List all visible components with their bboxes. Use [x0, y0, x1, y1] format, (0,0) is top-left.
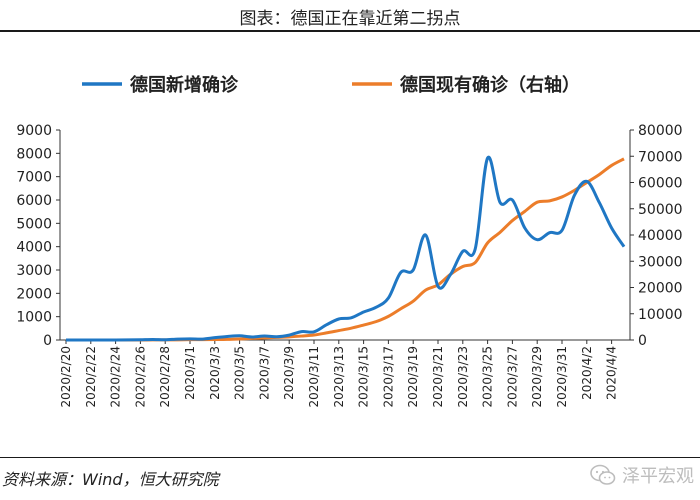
x-tick-label: 2020/3/25: [481, 346, 495, 408]
y-left-tick-label: 2000: [16, 286, 52, 302]
y-left-tick-label: 8000: [16, 146, 52, 162]
x-tick-label: 2020/2/26: [133, 346, 147, 408]
x-tick-label: 2020/4/4: [605, 346, 619, 400]
chart-legend: 德国新增确诊 德国现有确诊（右轴）: [82, 74, 580, 96]
x-tick-label: 2020/3/11: [307, 346, 321, 408]
x-tick-label: 2020/2/24: [109, 346, 123, 408]
watermark-text: 泽平宏观: [622, 466, 694, 487]
y-left-tick-label: 9000: [16, 123, 52, 139]
x-tick-label: 2020/3/27: [505, 346, 519, 408]
legend-label-active-cases: 德国现有确诊（右轴）: [400, 74, 580, 96]
y-left-tick-label: 1000: [16, 310, 52, 326]
x-tick-label: 2020/3/3: [208, 346, 222, 400]
y-left-tick-label: 4000: [16, 240, 52, 256]
wechat-icon: [590, 464, 616, 485]
footer-divider: [0, 457, 700, 458]
x-tick-label: 2020/3/15: [357, 346, 371, 408]
title-divider: [0, 30, 700, 32]
y-right-tick-label: 20000: [638, 281, 683, 297]
y-left-tick-label: 6000: [16, 193, 52, 209]
y-left-tick-label: 0: [43, 333, 52, 349]
y-right-tick-label: 60000: [638, 176, 683, 192]
x-tick-label: 2020/3/31: [555, 346, 569, 408]
series-line-new-cases: [66, 155, 626, 342]
x-tick-label: 2020/3/19: [406, 346, 420, 408]
watermark: 泽平宏观: [590, 462, 694, 488]
chart-series: [66, 155, 626, 342]
x-tick-label: 2020/3/23: [456, 346, 470, 408]
x-tick-label: 2020/3/29: [530, 346, 544, 408]
x-tick-label: 2020/3/5: [233, 346, 247, 400]
y-left-tick-label: 5000: [16, 216, 52, 232]
x-tick-label: 2020/3/7: [257, 346, 271, 400]
x-tick-label: 2020/2/22: [84, 346, 98, 408]
y-left-tick-label: 3000: [16, 263, 52, 279]
x-tick-label: 2020/4/2: [580, 346, 594, 400]
y-right-tick-label: 50000: [638, 202, 683, 218]
x-tick-label: 2020/2/20: [59, 346, 73, 408]
y-right-tick-label: 40000: [638, 228, 683, 244]
y-right-tick-label: 10000: [638, 307, 683, 323]
y-right-tick-label: 80000: [638, 123, 683, 139]
y-right-tick-label: 30000: [638, 254, 683, 270]
legend-label-new-cases: 德国新增确诊: [130, 74, 239, 96]
chart-axes: 0 1000 2000 3000 4000 5000 6000 7000 8000 9000 0 10…: [16, 123, 682, 408]
x-tick-label: 2020/3/13: [332, 346, 346, 408]
x-tick-label: 2020/3/9: [282, 346, 296, 400]
y-right-tick-label: 0: [638, 333, 647, 349]
source-note: 资料来源：Wind，恒大研究院: [2, 470, 219, 489]
series-line-active-cases: [66, 157, 625, 342]
x-tick-label: 2020/3/21: [431, 346, 445, 408]
x-tick-label: 2020/2/28: [158, 346, 172, 408]
y-left-tick-label: 7000: [16, 170, 52, 186]
y-right-tick-label: 70000: [638, 149, 683, 165]
x-tick-label: 2020/3/1: [183, 346, 197, 400]
x-tick-label: 2020/3/17: [381, 346, 395, 408]
chart-title: 图表：德国正在靠近第二拐点: [239, 9, 461, 29]
